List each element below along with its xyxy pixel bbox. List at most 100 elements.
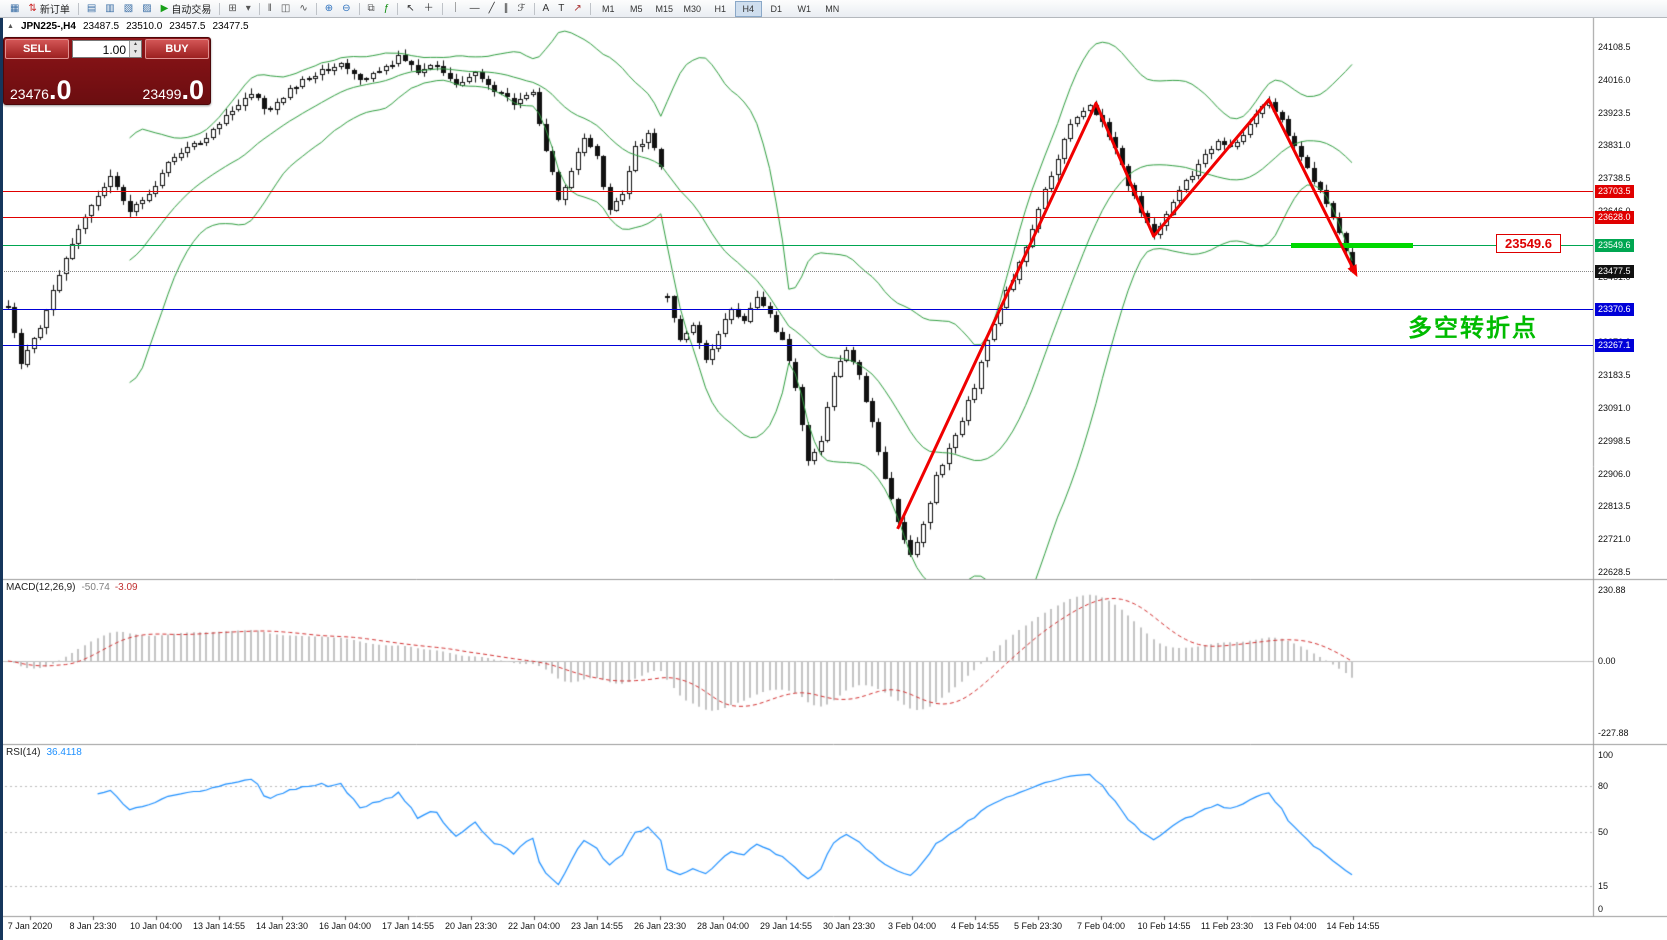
toolbar-separator	[77, 2, 79, 15]
trendline-icon: ╱	[488, 3, 495, 14]
zoom-out-icon[interactable]: ⊖	[338, 0, 354, 17]
charts-window-icon: ▦	[10, 3, 20, 14]
hline-pivot-23549.6[interactable]	[0, 245, 1593, 247]
symbol-timeframe-label: JPN225-,H4	[20, 21, 76, 32]
toolbar-separator	[533, 2, 535, 15]
auto-trading-button[interactable]: ▶ 自动交易	[157, 0, 216, 17]
time-axis-tick: 11 Feb 23:30	[1200, 921, 1254, 931]
market-watch-icon[interactable]: ▤	[83, 0, 100, 17]
time-axis-tick: 10 Jan 04:00	[129, 921, 183, 931]
current-price-badge: 23477.5	[1595, 264, 1634, 278]
charts-window-icon[interactable]: ▦	[6, 0, 23, 17]
tile-windows-icon: ⧉	[367, 3, 375, 14]
timeframe-M5[interactable]: M5	[629, 3, 643, 14]
price-callout-label[interactable]: 23549.6	[1496, 234, 1561, 253]
timeframe-MN[interactable]: MN	[825, 3, 840, 14]
volume-input[interactable]: 1.00	[102, 43, 126, 57]
new-order-button-label: 新订单	[39, 5, 70, 16]
time-axis-tick: 14 Feb 14:55	[1326, 921, 1380, 931]
arrows-icon: ↗	[573, 3, 582, 14]
time-axis-tick: 3 Feb 04:00	[887, 921, 937, 931]
fibonacci-icon[interactable]: ℱ	[514, 0, 530, 17]
price-axis-tick: 23183.5	[1598, 370, 1631, 381]
hline-resistance-23703.5[interactable]	[0, 190, 1593, 192]
time-axis-tick: 29 Jan 14:55	[759, 921, 813, 931]
macd-axis-tick: -227.88	[1598, 728, 1629, 738]
toolbar-separator	[258, 2, 260, 15]
price-axis-tick: 23738.5	[1598, 173, 1631, 184]
new-order-button[interactable]: ⇅ 新订单	[24, 0, 73, 17]
arrows-icon[interactable]: ↗	[569, 0, 585, 17]
indicators-icon: ƒ	[383, 3, 390, 14]
time-axis-tick: 22 Jan 04:00	[507, 921, 561, 931]
text-icon[interactable]: A	[539, 0, 554, 17]
data-window-icon[interactable]: ▥	[101, 0, 118, 17]
sell-price[interactable]: 23476.0	[10, 75, 72, 105]
hline-support-23267.1[interactable]	[0, 345, 1593, 347]
zoom-in-icon[interactable]: ⊕	[321, 0, 337, 17]
time-axis-tick: 4 Feb 14:55	[950, 921, 1000, 931]
price-axis-tick: 22813.5	[1598, 501, 1631, 512]
time-axis-tick: 7 Feb 04:00	[1076, 921, 1126, 931]
time-axis-tick: 30 Jan 23:30	[822, 921, 876, 931]
price-axis-tick: 22906.0	[1598, 468, 1631, 479]
candlestick-chart-icon[interactable]: ◫	[277, 0, 294, 17]
channel-icon[interactable]: ∥	[500, 0, 513, 17]
profiles-icon: ▾	[245, 3, 251, 14]
crosshair-icon[interactable]: ＋	[420, 0, 438, 17]
time-axis-tick: 14 Jan 23:30	[255, 921, 309, 931]
text-label-icon[interactable]: T	[554, 0, 568, 17]
macd-label: MACD(12,26,9) -50.74 -3.09	[6, 582, 138, 593]
profiles-icon[interactable]: ▾	[242, 0, 255, 17]
support-highlight-bar[interactable]	[1291, 243, 1413, 249]
timeframe-W1[interactable]: W1	[797, 3, 811, 14]
timeframe-M15[interactable]: M15	[655, 3, 673, 14]
tile-windows-icon[interactable]: ⧉	[364, 0, 379, 17]
fibonacci-icon: ℱ	[517, 3, 526, 14]
line-chart-icon: ∿	[299, 3, 308, 14]
navigator-icon: ▧	[123, 3, 134, 14]
terminal-icon[interactable]: ▨	[138, 0, 155, 17]
hline-support-23370.6[interactable]	[0, 308, 1593, 310]
time-axis-tick: 10 Feb 14:55	[1137, 921, 1191, 931]
auto-trading-icon: ▶	[160, 3, 169, 14]
indicators-icon[interactable]: ƒ	[380, 0, 394, 17]
time-axis-tick: 5 Feb 23:30	[1013, 921, 1063, 931]
vertical-line-icon[interactable]: ｜	[447, 0, 465, 17]
cursor-icon[interactable]: ↖	[402, 0, 418, 17]
volume-up-icon[interactable]: ▲	[130, 41, 141, 49]
timeframe-M30[interactable]: M30	[683, 3, 701, 14]
bar-chart-icon: ‖	[267, 3, 272, 14]
navigator-icon[interactable]: ▧	[120, 0, 137, 17]
timeframe-D1[interactable]: D1	[770, 3, 782, 14]
zoom-in-icon: ⊕	[324, 3, 334, 14]
price-axis-tick: 23923.5	[1598, 107, 1631, 118]
buy-button[interactable]: BUY	[145, 39, 209, 59]
one-click-trading-panel: SELL 1.00 ▲ ▼ BUY 23476.0 23499.0	[3, 37, 211, 105]
toolbar: ▦ ⇅ 新订单 ▤ ▥ ▧ ▨ ▶ 自动交易 ⊞ ▾ ‖ ◫ ∿ ⊕ ⊖ ⧉ ƒ ↖ ＋ ｜ — ╱ ∥ ℱ A T ↗ M1 M5 M15…	[0, 0, 1667, 18]
trendline-icon[interactable]: ╱	[485, 0, 499, 17]
new-chart-icon: ⊞	[228, 3, 237, 14]
timeframe-M1[interactable]: M1	[601, 3, 615, 14]
timeframe-H4[interactable]: H4	[734, 0, 762, 17]
time-axis-tick: 23 Jan 14:55	[570, 921, 624, 931]
volume-down-icon[interactable]: ▼	[130, 49, 141, 57]
buy-price[interactable]: 23499.0	[142, 75, 204, 105]
symbol-marker-icon: ▲	[7, 23, 14, 30]
sell-button[interactable]: SELL	[5, 39, 69, 59]
new-chart-icon[interactable]: ⊞	[224, 0, 240, 17]
price-axis-tick: 24108.5	[1598, 42, 1631, 52]
quote-low: 23457.5	[169, 21, 206, 32]
line-chart-icon[interactable]: ∿	[295, 0, 311, 17]
cursor-icon: ↖	[406, 3, 415, 14]
toolbar-separator	[315, 2, 317, 15]
timeframe-H1[interactable]: H1	[714, 3, 726, 14]
horizontal-line-icon[interactable]: —	[466, 0, 484, 17]
hline-resistance-23628.0[interactable]	[0, 217, 1593, 219]
toolbar-separator	[397, 2, 399, 15]
bar-chart-icon[interactable]: ‖	[264, 0, 276, 17]
annotation-note[interactable]: 多空转折点	[1408, 315, 1538, 342]
auto-trading-button-label: 自动交易	[171, 5, 212, 16]
